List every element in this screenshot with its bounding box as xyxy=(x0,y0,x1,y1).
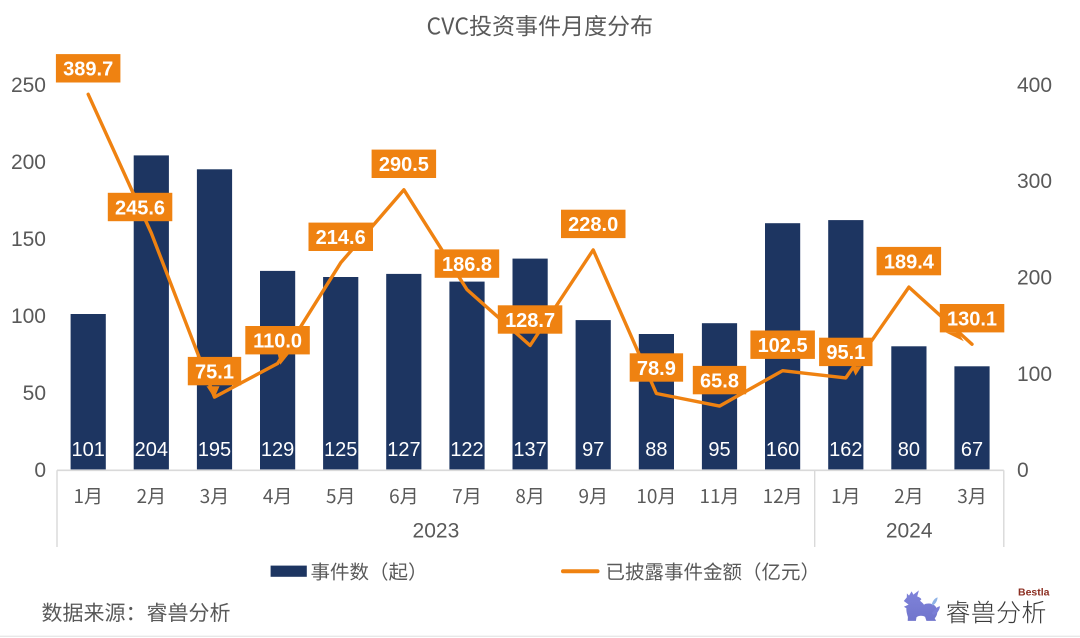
svg-text:0: 0 xyxy=(34,459,46,482)
svg-text:65.8: 65.8 xyxy=(700,370,739,392)
svg-text:67: 67 xyxy=(961,439,983,461)
svg-text:102.5: 102.5 xyxy=(758,335,808,357)
svg-text:2023: 2023 xyxy=(413,520,460,543)
svg-text:95: 95 xyxy=(708,439,730,461)
svg-text:125: 125 xyxy=(324,439,357,461)
svg-text:389.7: 389.7 xyxy=(63,59,113,81)
svg-text:400: 400 xyxy=(1017,74,1052,97)
svg-text:0: 0 xyxy=(1017,459,1029,482)
svg-text:250: 250 xyxy=(11,74,46,97)
svg-text:150: 150 xyxy=(11,228,46,251)
svg-text:101: 101 xyxy=(72,439,105,461)
svg-text:122: 122 xyxy=(450,439,483,461)
svg-text:200: 200 xyxy=(11,151,46,174)
svg-text:195: 195 xyxy=(198,439,231,461)
svg-text:95.1: 95.1 xyxy=(826,342,865,364)
svg-text:189.4: 189.4 xyxy=(884,251,935,273)
svg-text:2024: 2024 xyxy=(886,520,933,543)
svg-text:128.7: 128.7 xyxy=(505,310,555,332)
svg-text:160: 160 xyxy=(766,439,799,461)
svg-text:127: 127 xyxy=(387,439,420,461)
svg-text:130.1: 130.1 xyxy=(947,309,997,331)
svg-text:78.9: 78.9 xyxy=(637,358,676,380)
svg-text:214.6: 214.6 xyxy=(316,227,366,249)
svg-text:162: 162 xyxy=(829,439,862,461)
svg-text:228.0: 228.0 xyxy=(568,214,618,236)
svg-text:50: 50 xyxy=(23,382,46,405)
svg-text:100: 100 xyxy=(1017,363,1052,386)
svg-text:137: 137 xyxy=(513,439,546,461)
svg-text:75.1: 75.1 xyxy=(195,361,234,383)
svg-text:110.0: 110.0 xyxy=(253,331,302,353)
svg-text:200: 200 xyxy=(1017,267,1052,290)
svg-text:97: 97 xyxy=(582,439,604,461)
svg-text:245.6: 245.6 xyxy=(115,197,165,219)
svg-text:Bestla: Bestla xyxy=(1018,587,1050,599)
svg-text:100: 100 xyxy=(11,305,46,328)
svg-text:80: 80 xyxy=(898,439,920,461)
svg-text:88: 88 xyxy=(645,439,667,461)
svg-text:129: 129 xyxy=(261,439,294,461)
svg-text:300: 300 xyxy=(1017,170,1052,193)
svg-text:204: 204 xyxy=(135,439,168,461)
svg-text:290.5: 290.5 xyxy=(379,154,429,176)
svg-text:186.8: 186.8 xyxy=(442,254,492,276)
